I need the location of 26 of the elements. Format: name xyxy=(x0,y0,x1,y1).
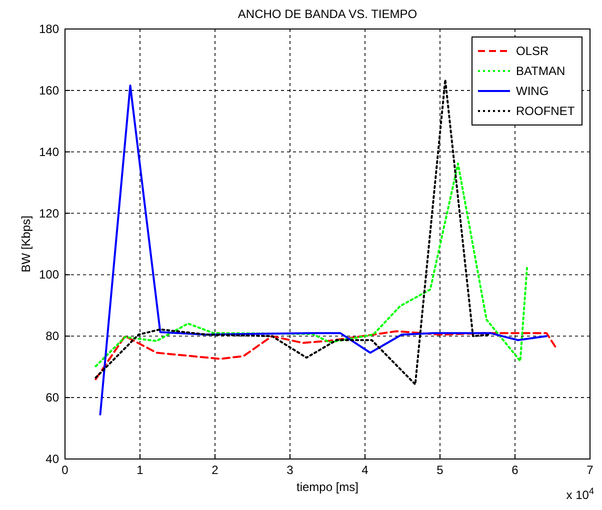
x-tick-label: 2 xyxy=(212,463,219,477)
x-tick-label: 4 xyxy=(362,463,369,477)
line-series xyxy=(94,162,528,368)
y-tick-label: 100 xyxy=(38,268,60,282)
x-tick-label: 3 xyxy=(286,463,294,477)
legend-label: WING xyxy=(516,84,549,98)
text: x 10$^{4}$ xyxy=(566,486,594,502)
x-axis-title: tiempo [ms] xyxy=(296,480,359,494)
x-tick-label: 5 xyxy=(436,463,444,477)
y-tick-label: 120 xyxy=(38,206,60,220)
chart-title: ANCHO DE BANDA VS. TIEMPO xyxy=(238,7,418,21)
y-axis-title: BW [Kbps] xyxy=(19,216,33,272)
y-tick-label: 140 xyxy=(38,144,60,159)
legend-label: OLSR xyxy=(516,44,550,58)
x-tick-label: 7 xyxy=(586,463,594,477)
y-tick-label: 160 xyxy=(38,83,60,98)
x-tick-label: 6 xyxy=(512,463,519,477)
y-tick-label: 60 xyxy=(46,390,60,405)
legend-label: ROOFNET xyxy=(516,104,576,118)
x-tick-label: 0 xyxy=(62,463,69,477)
x-tick-label: 1 xyxy=(136,463,144,477)
y-tick-label: 180 xyxy=(38,22,60,36)
y-tick-label: 40 xyxy=(46,452,60,466)
y-tick-label: 80 xyxy=(46,329,60,344)
line-series xyxy=(94,330,558,380)
legend-label: BATMAN xyxy=(516,64,566,78)
